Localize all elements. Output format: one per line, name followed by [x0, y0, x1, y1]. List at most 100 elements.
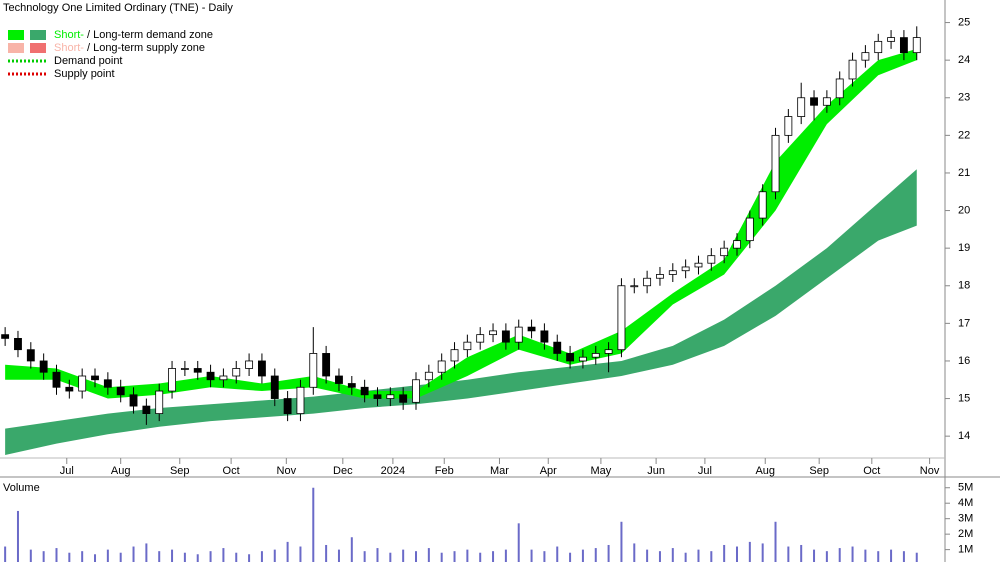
volume-bar — [825, 551, 828, 562]
volume-bar — [902, 551, 905, 562]
volume-bar — [453, 551, 456, 562]
volume-bar — [16, 510, 19, 562]
candle-body — [129, 394, 138, 407]
candle-body — [784, 116, 793, 136]
volume-bar — [299, 546, 302, 562]
candle-body — [887, 37, 896, 42]
volume-bar — [440, 552, 443, 562]
candle-body — [733, 240, 741, 249]
candle-body — [656, 274, 664, 279]
volume-bar — [171, 549, 174, 562]
candle-body — [848, 59, 857, 80]
volume-bar — [248, 554, 251, 562]
legend-short: Short- — [54, 42, 84, 54]
volume-bar — [671, 548, 674, 562]
volume-bar — [312, 487, 315, 562]
legend-swatch — [30, 30, 46, 40]
x-tick-label: Dec — [333, 465, 353, 477]
volume-bar — [402, 549, 405, 562]
axes: 14 15 16 17 18 19 20 21 22 23 24 25 1M 2M 3M 4M 5M Jul Aug… — [60, 16, 974, 555]
candle-body — [103, 379, 112, 388]
y-tick-label: 25 — [958, 16, 970, 28]
x-tick-label: 2024 — [381, 465, 405, 477]
candle-body — [296, 386, 305, 414]
volume-bar — [260, 551, 263, 562]
volume-bar — [697, 549, 700, 562]
x-tick-label: Oct — [223, 465, 240, 477]
candle-body — [26, 349, 35, 362]
volume-bar — [492, 551, 495, 562]
legend-swatch — [8, 43, 24, 53]
candle-body — [91, 375, 99, 381]
x-tick-label: Feb — [435, 465, 454, 477]
y-tick-label: 22 — [958, 129, 970, 141]
candle-body — [270, 375, 279, 399]
candle-body — [232, 368, 241, 377]
volume-bar — [723, 544, 726, 562]
zones — [5, 48, 917, 455]
volume-bar — [864, 549, 867, 562]
x-tick-label: Nov — [920, 465, 940, 477]
candle-body — [155, 390, 164, 415]
legend-swatch — [30, 43, 46, 53]
candle-body — [424, 371, 433, 381]
volume-bar — [761, 543, 764, 562]
volume-bar — [415, 551, 418, 562]
y-tick-label: 14 — [958, 430, 970, 442]
candle-body — [463, 341, 472, 351]
volume-bar — [158, 551, 161, 562]
long-term-demand-zone — [5, 169, 917, 455]
volume-bar — [55, 548, 58, 562]
volume-bar — [556, 546, 559, 562]
volume-bar — [389, 552, 392, 562]
candle-body — [489, 330, 497, 336]
volume-tick-label: 1M — [958, 544, 973, 556]
volume-bar — [427, 548, 430, 562]
volume-bar — [196, 554, 199, 562]
candle-body — [540, 330, 549, 343]
y-tick-label: 24 — [958, 54, 970, 66]
candle-body — [335, 375, 343, 384]
legend-label: Supply point — [54, 68, 115, 80]
volume-bar — [4, 546, 7, 562]
y-tick-label: 16 — [958, 355, 970, 367]
volume-bars — [4, 487, 918, 562]
candle-body — [193, 368, 202, 373]
candle-body — [874, 40, 883, 54]
candle-body — [514, 326, 523, 343]
x-tick-label: Sep — [809, 465, 829, 477]
candle-body — [758, 191, 767, 219]
candle-body — [591, 353, 600, 358]
y-tick-label: 19 — [958, 242, 970, 254]
candle-body — [553, 341, 562, 354]
candle-body — [476, 334, 485, 343]
candle-body — [694, 262, 703, 268]
volume-bar — [81, 551, 84, 562]
candle-body — [360, 386, 369, 396]
candle-body — [142, 405, 151, 414]
candle-body — [643, 277, 652, 287]
candle-body — [309, 353, 318, 388]
candle-body — [386, 394, 395, 399]
volume-bar — [286, 541, 289, 562]
candle-body — [617, 285, 626, 351]
candle-body — [52, 371, 61, 388]
volume-bar — [658, 551, 661, 562]
y-tick-label: 15 — [958, 392, 970, 404]
candle-body — [810, 97, 818, 106]
volume-bar — [543, 551, 546, 562]
volume-bar — [363, 551, 366, 562]
volume-bar — [504, 549, 507, 562]
volume-bar — [68, 552, 71, 562]
volume-bar — [530, 549, 533, 562]
volume-bar — [350, 537, 353, 562]
volume-bar — [877, 551, 880, 562]
candle-body — [681, 266, 690, 272]
volume-bar — [337, 549, 340, 562]
candle-body — [578, 356, 587, 362]
candle-body — [116, 386, 125, 396]
candle-body — [65, 386, 74, 392]
candle-body — [1, 334, 10, 339]
candle-body — [630, 285, 639, 288]
volume-bar — [620, 521, 623, 562]
